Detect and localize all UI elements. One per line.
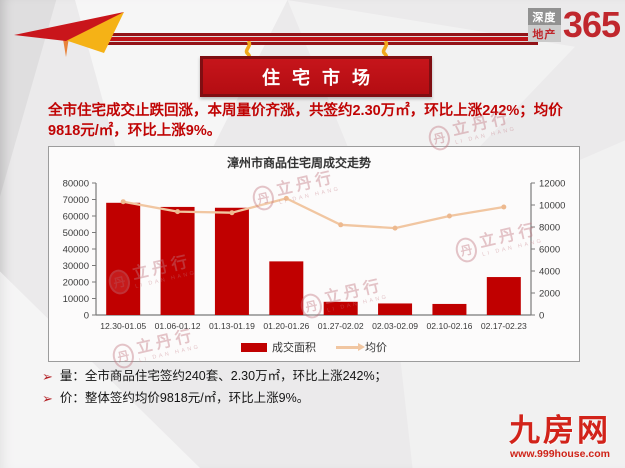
legend-label-price: 均价 xyxy=(365,342,387,354)
svg-text:40000: 40000 xyxy=(63,245,89,256)
svg-text:0: 0 xyxy=(84,311,89,322)
legend-item-price: 均价 xyxy=(336,339,387,355)
bar-swatch-icon xyxy=(241,342,267,352)
svg-text:8000: 8000 xyxy=(539,223,560,234)
footer-logo: 九房网 www.999house.com xyxy=(509,415,611,460)
svg-text:50000: 50000 xyxy=(63,228,89,239)
line-swatch-icon xyxy=(336,342,365,351)
header-rule-line xyxy=(104,33,538,45)
svg-text:01.20-01.26: 01.20-01.26 xyxy=(263,321,309,331)
legend-item-area: 成交面积 xyxy=(241,339,316,355)
svg-text:10000: 10000 xyxy=(63,294,89,305)
svg-text:01.13-01.19: 01.13-01.19 xyxy=(209,321,255,331)
svg-text:02.10-02.16: 02.10-02.16 xyxy=(427,321,473,331)
chart-title: 漳州市商品住宅周成交走势 xyxy=(226,156,371,170)
summary-text: 全市住宅成交止跌回涨，本周量价齐涨，共签约2.30万㎡，环比上涨242%；均价9… xyxy=(48,103,563,139)
arrow-bullet-icon: ➢ xyxy=(42,369,53,384)
takeaway-price-text: 价：整体签约均价9818元/㎡，环比上涨9%。 xyxy=(59,391,310,406)
svg-text:70000: 70000 xyxy=(63,195,89,206)
brand-logo-box: 深度 地产 xyxy=(527,8,561,42)
svg-text:12000: 12000 xyxy=(539,179,565,190)
svg-text:10000: 10000 xyxy=(539,201,565,212)
chart-legend: 成交面积 均价 xyxy=(49,339,579,355)
chart-panel: 漳州市商品住宅周成交走势 0 10000 20000 30000 40000 50000 6… xyxy=(48,146,580,362)
legend-label-area: 成交面积 xyxy=(272,342,316,354)
brand-logo-number: 365 xyxy=(562,4,621,45)
list-item: ➢ 量：全市商品住宅签约240套、2.30万㎡，环比上涨242%； xyxy=(42,366,587,388)
section-banner-title: 住宅市场 xyxy=(200,56,432,97)
list-item: ➢ 价：整体签约均价9818元/㎡，环比上涨9%。 xyxy=(42,388,587,410)
svg-text:2000: 2000 xyxy=(539,289,560,300)
arrow-bullet-icon: ➢ xyxy=(42,391,53,407)
brand-logo: 深度 地产 365 xyxy=(527,4,621,45)
takeaway-volume-text: 量：全市商品住宅签约240套、2.30万㎡，环比上涨242%； xyxy=(59,369,388,383)
footer-logo-name: 九房网 xyxy=(509,413,611,448)
footer-logo-url: www.999house.com xyxy=(510,448,610,460)
chart-canvas: 0100002000030000400005000060000700008000… xyxy=(63,179,566,332)
svg-text:12.30-01.05: 12.30-01.05 xyxy=(100,321,146,331)
paper-plane-icon xyxy=(14,12,124,57)
svg-text:02.17-02.23: 02.17-02.23 xyxy=(481,321,527,331)
svg-text:80000: 80000 xyxy=(63,179,89,190)
svg-text:6000: 6000 xyxy=(539,245,560,256)
takeaway-list: ➢ 量：全市商品住宅签约240套、2.30万㎡，环比上涨242%； ➢ 价：整体… xyxy=(42,366,587,410)
brand-logo-line2: 地产 xyxy=(527,25,561,42)
svg-text:0: 0 xyxy=(539,311,544,322)
svg-text:30000: 30000 xyxy=(63,261,89,272)
brand-logo-line1: 深度 xyxy=(527,8,561,25)
svg-text:60000: 60000 xyxy=(63,212,89,223)
svg-text:02.03-02.09: 02.03-02.09 xyxy=(372,321,418,331)
svg-text:4000: 4000 xyxy=(539,267,560,278)
svg-text:01.06-01.12: 01.06-01.12 xyxy=(155,321,201,331)
svg-text:01.27-02.02: 01.27-02.02 xyxy=(318,321,364,331)
svg-text:20000: 20000 xyxy=(63,278,89,289)
